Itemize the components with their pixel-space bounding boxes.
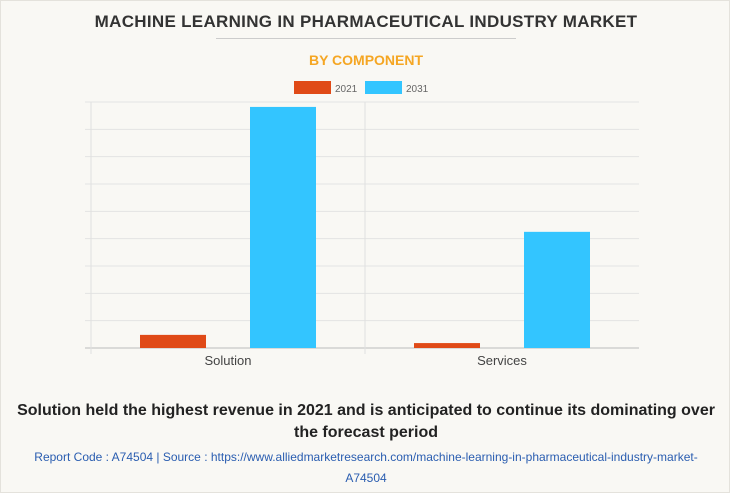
legend-label-2021: 2021 [335, 84, 358, 95]
chart-title: MACHINE LEARNING IN PHARMACEUTICAL INDUS… [94, 12, 638, 31]
title-divider [216, 38, 516, 39]
legend-swatch-2031 [365, 81, 402, 94]
legend-swatch-2021 [294, 81, 331, 94]
bar-solution-2021 [140, 334, 206, 348]
bar-services-2031 [524, 231, 590, 348]
chart-caption: Solution held the highest revenue in 202… [17, 402, 715, 441]
bar-chart: Solution Services 2021 2031 [85, 81, 639, 368]
legend-label-2031: 2031 [406, 84, 429, 95]
chart-subtitle: BY COMPONENT [308, 52, 424, 68]
source-link[interactable]: Report Code : A74504 | Source : https://… [34, 450, 698, 485]
x-tick-label: Services [477, 353, 527, 368]
bar-services-2021 [414, 343, 480, 348]
x-tick-label: Solution [205, 353, 252, 368]
bar-solution-2031 [250, 106, 316, 348]
